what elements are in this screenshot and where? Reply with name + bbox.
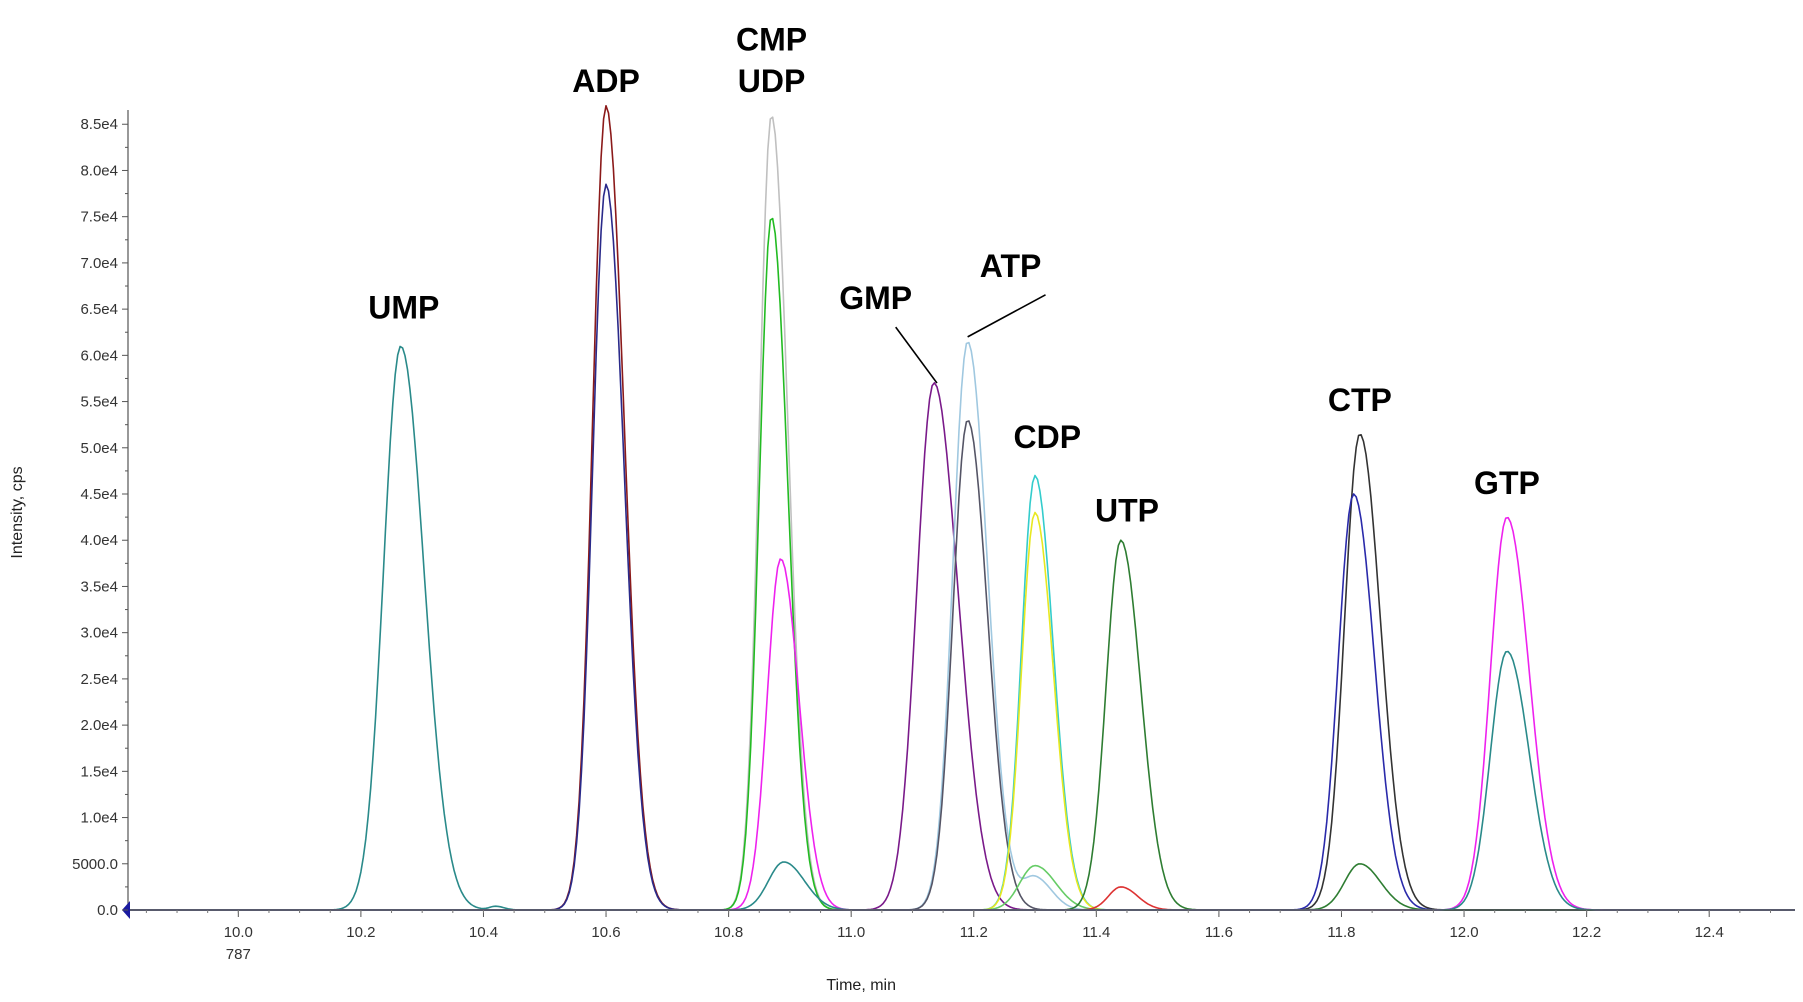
y-tick-label: 5000.0 [72,856,118,873]
trace-gtp-qualifier [128,650,1795,911]
y-tick-label: 0.0 [97,902,118,919]
y-ticks: 0.0 5000.0 1.0e4 1.5e4 2.0e4 2.5e4 3.0e4 3.5e4 4… [72,116,128,919]
trace-cmp-qualifier [128,861,1795,911]
y-tick-label: 7.5e4 [80,209,118,226]
peak-label-cmp: CMP [736,21,807,57]
peak-annotations: UMP ADP CMP UDP GMP ATP CDP UTP CTP GTP [368,21,1540,528]
y-tick-label: 3.5e4 [80,578,118,595]
trace-utp [128,539,1795,911]
peak-label-atp: ATP [980,248,1042,284]
x-axis-title: Time, min [826,977,896,994]
x-tick-label: 10.8 [714,924,743,941]
trace-cdp-qualifier-2 [128,864,1795,911]
y-tick-label: 2.0e4 [80,717,118,734]
trace-cdp [128,474,1795,911]
y-tick-label: 3.0e4 [80,625,118,642]
x-tick-label: 11.0 [837,924,865,941]
y-axis-title: Intensity, cps [9,466,26,558]
peak-label-gtp: GTP [1474,465,1540,501]
trace-udp-qualifier [128,558,1795,911]
trace-utp-qualifier [128,886,1795,911]
peak-label-cdp: CDP [1014,419,1082,455]
y-tick-label: 6.5e4 [80,301,118,318]
y-tick-label: 1.5e4 [80,763,118,780]
x-tick-label: 12.2 [1572,924,1601,941]
x-tick-label: 11.8 [1327,924,1355,941]
peak-label-adp: ADP [572,63,640,99]
trace-adp [128,105,1795,911]
x-tick-label: 10.4 [469,924,498,941]
y-tick-label: 1.0e4 [80,810,118,827]
peak-label-utp: UTP [1095,493,1159,529]
peak-leader-line [895,326,938,384]
y-tick-label: 8.5e4 [80,116,118,133]
x-tick-label: 10.0 [224,924,253,941]
y-tick-label: 8.0e4 [80,162,118,179]
x-tick-label: 10.2 [346,924,375,941]
x-tick-label: 11.6 [1205,924,1233,941]
trace-layer [128,105,1795,911]
x-tick-label: 12.4 [1695,924,1724,941]
x-tick-label: 12.0 [1449,924,1478,941]
x-tick-label: 11.2 [960,924,988,941]
y-tick-label: 6.0e4 [80,347,118,364]
y-tick-label: 5.0e4 [80,440,118,457]
y-tick-label: 5.5e4 [80,394,118,411]
trace-ctp-qualifier-2 [128,863,1795,911]
y-tick-label: 7.0e4 [80,255,118,272]
x-ticks: 10.0 10.2 10.4 10.6 10.8 11.0 11.2 11.4 11.6 11.8… [145,910,1771,941]
peak-leader-line [967,294,1046,338]
y-tick-label: 4.0e4 [80,532,118,549]
x-tick-label: 10.6 [591,924,620,941]
y-tick-label: 2.5e4 [80,671,118,688]
x-sub-label: 787 [226,946,251,963]
peak-label-ctp: CTP [1328,382,1392,418]
x-tick-label: 11.4 [1082,924,1110,941]
y-tick-label: 4.5e4 [80,486,118,503]
peak-label-gmp: GMP [839,280,912,316]
peak-label-udp: UDP [738,63,806,99]
trace-udp [128,116,1795,911]
peak-label-ump: UMP [368,289,439,325]
